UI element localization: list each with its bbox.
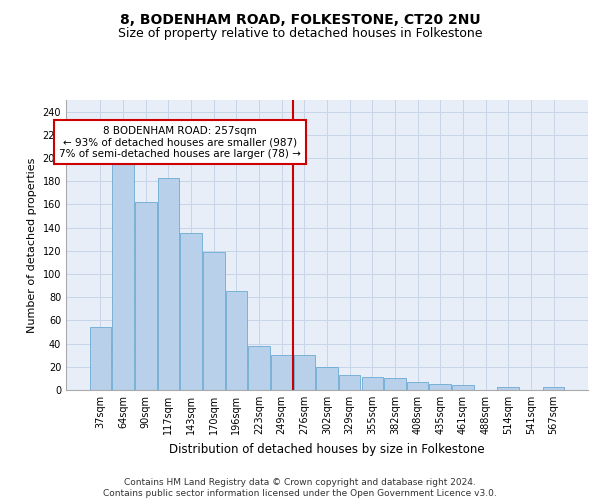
Bar	[339, 375, 361, 390]
Bar	[112, 158, 134, 390]
Y-axis label: Number of detached properties: Number of detached properties	[27, 158, 37, 332]
Bar	[452, 386, 473, 390]
Bar	[362, 377, 383, 390]
Bar	[158, 178, 179, 390]
Bar	[497, 386, 519, 390]
Bar	[407, 382, 428, 390]
Bar	[248, 346, 270, 390]
Text: 8 BODENHAM ROAD: 257sqm
← 93% of detached houses are smaller (987)
7% of semi-de: 8 BODENHAM ROAD: 257sqm ← 93% of detache…	[59, 126, 301, 158]
Bar	[271, 355, 292, 390]
Text: 8, BODENHAM ROAD, FOLKESTONE, CT20 2NU: 8, BODENHAM ROAD, FOLKESTONE, CT20 2NU	[119, 12, 481, 26]
Bar	[203, 252, 224, 390]
Bar	[543, 386, 564, 390]
Bar	[90, 328, 111, 390]
Text: Contains HM Land Registry data © Crown copyright and database right 2024.
Contai: Contains HM Land Registry data © Crown c…	[103, 478, 497, 498]
Bar	[226, 292, 247, 390]
Text: Distribution of detached houses by size in Folkestone: Distribution of detached houses by size …	[169, 442, 485, 456]
Bar	[316, 367, 338, 390]
Bar	[135, 202, 157, 390]
Bar	[430, 384, 451, 390]
Bar	[293, 355, 315, 390]
Bar	[181, 234, 202, 390]
Text: Size of property relative to detached houses in Folkestone: Size of property relative to detached ho…	[118, 28, 482, 40]
Bar	[384, 378, 406, 390]
